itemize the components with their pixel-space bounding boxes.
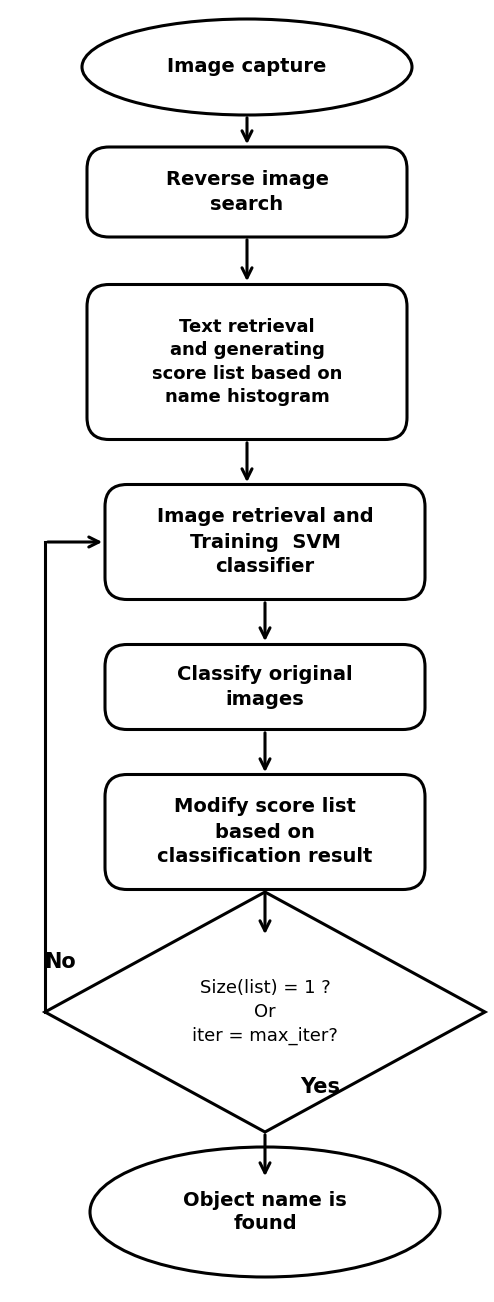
Text: Object name is
found: Object name is found [183, 1191, 347, 1233]
Text: No: No [44, 952, 76, 973]
FancyBboxPatch shape [87, 147, 407, 237]
FancyBboxPatch shape [105, 484, 425, 599]
Text: Size(list) = 1 ?
Or
iter = max_iter?: Size(list) = 1 ? Or iter = max_iter? [192, 979, 338, 1044]
Polygon shape [45, 892, 485, 1131]
Text: Modify score list
based on
classification result: Modify score list based on classificatio… [157, 798, 372, 867]
Text: Image capture: Image capture [167, 57, 327, 77]
Ellipse shape [90, 1147, 440, 1277]
Text: Reverse image
search: Reverse image search [165, 171, 329, 214]
Text: Yes: Yes [300, 1077, 340, 1098]
Text: Classify original
images: Classify original images [177, 665, 353, 710]
Text: Image retrieval and
Training  SVM
classifier: Image retrieval and Training SVM classif… [157, 508, 373, 577]
Ellipse shape [82, 20, 412, 115]
FancyBboxPatch shape [105, 644, 425, 729]
FancyBboxPatch shape [105, 775, 425, 889]
Text: Text retrieval
and generating
score list based on
name histogram: Text retrieval and generating score list… [152, 318, 342, 406]
FancyBboxPatch shape [87, 285, 407, 440]
